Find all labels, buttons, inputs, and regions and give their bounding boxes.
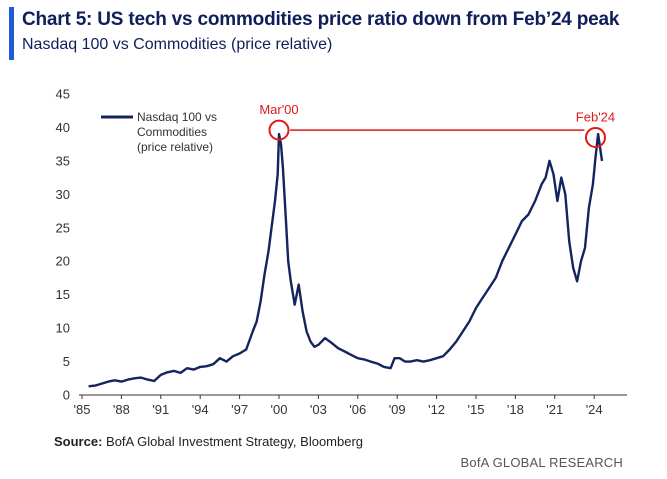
y-tick-label: 15: [56, 287, 70, 302]
x-axis: '85 '88 '91 '94 '97 '00 '03 '06 '09 '12 '15 '18 '21 '…: [74, 394, 627, 417]
x-tick-label: '88: [113, 402, 130, 417]
x-tick-label: '21: [546, 402, 563, 417]
chart-title: Chart 5: US tech vs commodities price ra…: [22, 9, 620, 30]
x-tick-label: '15: [467, 402, 484, 417]
y-tick-label: 35: [56, 153, 70, 168]
x-tick-label: '06: [349, 402, 366, 417]
x-tick-label: '91: [152, 402, 169, 417]
source-label: Source:: [54, 434, 103, 449]
series-line: [88, 132, 604, 388]
source-note: Source: BofA Global Investment Strategy,…: [54, 434, 363, 449]
x-tick-label: '94: [192, 402, 209, 417]
series-layer: [88, 132, 604, 388]
legend-label: (price relative): [137, 140, 213, 154]
x-tick-label: '85: [74, 402, 91, 417]
x-tick-label: '97: [231, 402, 248, 417]
y-axis: 0 5 10 15 20 25 30 35 40 45: [56, 87, 70, 403]
y-tick-label: 5: [63, 354, 70, 369]
y-tick-label: 25: [56, 220, 70, 235]
x-tick-label: '00: [271, 402, 288, 417]
brand-footer: BofA GLOBAL RESEARCH: [460, 455, 623, 470]
chart-subtitle: Nasdaq 100 vs Commodities (price relativ…: [22, 36, 333, 53]
x-tick-label: '18: [507, 402, 524, 417]
y-tick-label: 20: [56, 254, 70, 269]
x-tick-label: '03: [310, 402, 327, 417]
y-tick-label: 0: [63, 388, 70, 403]
y-tick-label: 40: [56, 120, 70, 135]
x-tick-label: '09: [389, 402, 406, 417]
peak-label: Mar'00: [259, 102, 298, 117]
x-tick-label: '24: [586, 402, 603, 417]
source-text: BofA Global Investment Strategy, Bloombe…: [102, 434, 364, 449]
title-accent-bar: [9, 7, 14, 60]
x-tick-label: '12: [428, 402, 445, 417]
annotation-layer: Mar'00 Feb'24: [259, 102, 615, 148]
y-tick-label: 30: [56, 187, 70, 202]
peak-marker: [584, 126, 606, 148]
peak-label: Feb'24: [576, 109, 615, 124]
legend-label: Commodities: [137, 125, 207, 139]
peak-marker: [268, 119, 290, 141]
y-tick-label: 45: [56, 87, 70, 102]
y-tick-label: 10: [56, 321, 70, 336]
legend-label: Nasdaq 100 vs: [137, 110, 217, 124]
